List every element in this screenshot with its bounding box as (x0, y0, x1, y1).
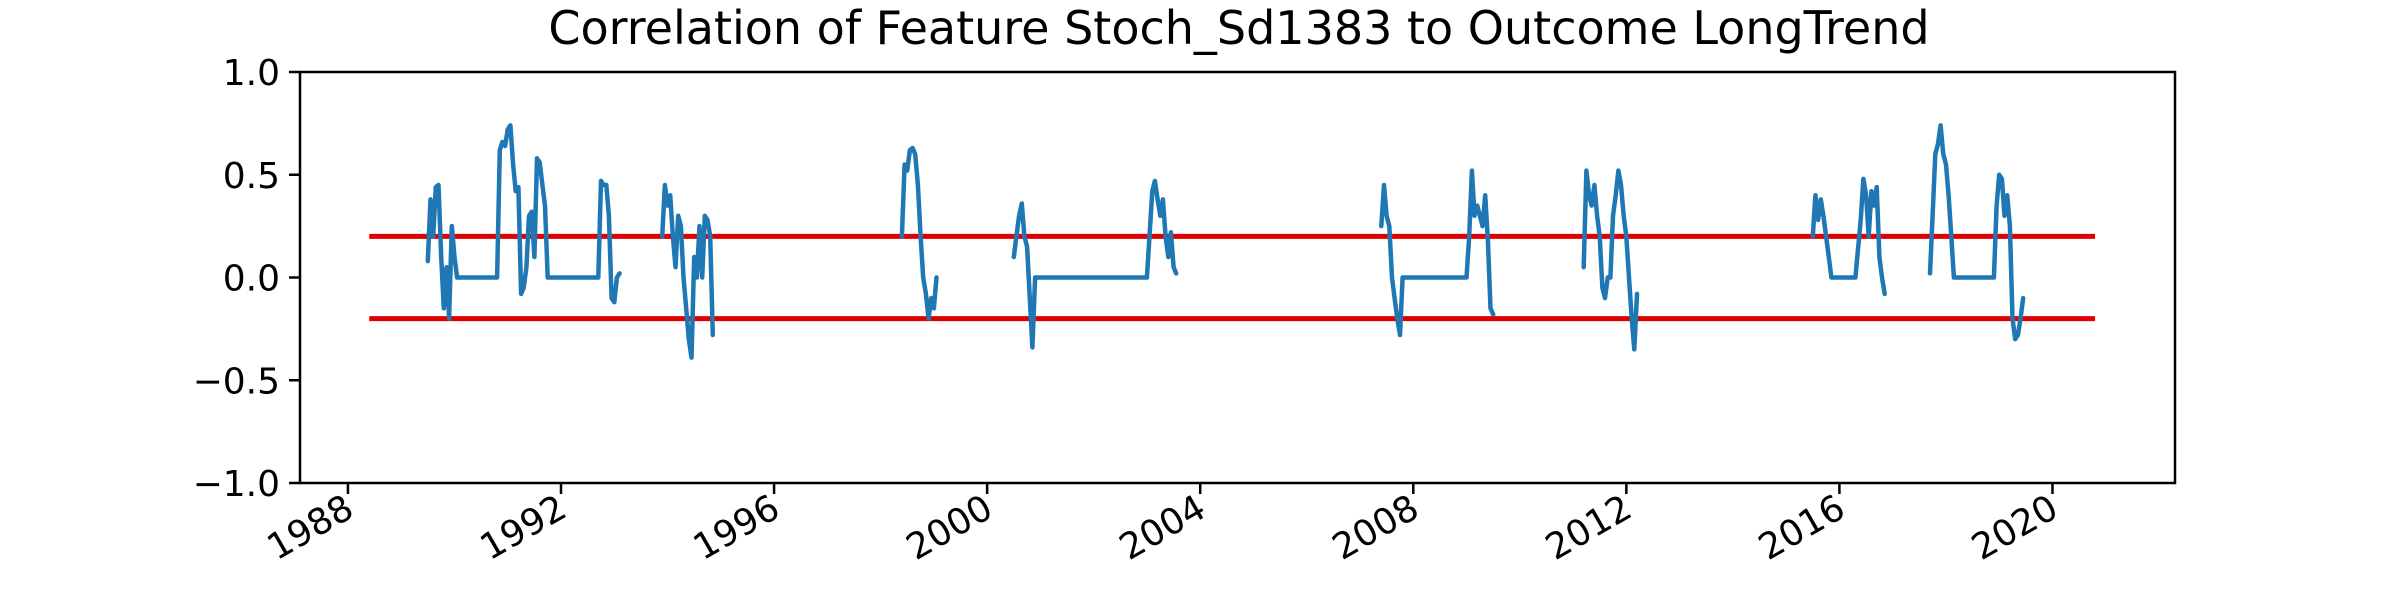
x-tick-label: 1996 (687, 487, 787, 568)
y-tick-label: −0.5 (193, 361, 280, 402)
correlation-segment-4 (1014, 181, 1176, 348)
x-tick-label: 2000 (900, 487, 1000, 568)
x-tick-label: 2012 (1539, 487, 1639, 568)
x-tick-label: 2020 (1965, 487, 2065, 568)
correlation-segment-1 (428, 125, 620, 318)
x-tick-label: 1992 (474, 487, 574, 568)
correlation-segment-5 (1381, 171, 1493, 335)
correlation-segment-8 (1930, 125, 2023, 339)
x-tick-label: 2016 (1752, 487, 1852, 568)
chart-title: Correlation of Feature Stoch_Sd1383 to O… (548, 1, 1929, 55)
correlation-segment-6 (1584, 171, 1637, 350)
correlation-segment-2 (662, 185, 713, 358)
y-tick-label: 0.0 (223, 259, 280, 300)
correlation-segment-3 (902, 148, 937, 319)
y-tick-label: 1.0 (223, 53, 280, 94)
y-tick-label: 0.5 (223, 156, 280, 197)
x-tick-label: 2004 (1113, 487, 1213, 568)
y-tick-label: −1.0 (193, 464, 280, 505)
x-tick-label: 2008 (1326, 487, 1426, 568)
